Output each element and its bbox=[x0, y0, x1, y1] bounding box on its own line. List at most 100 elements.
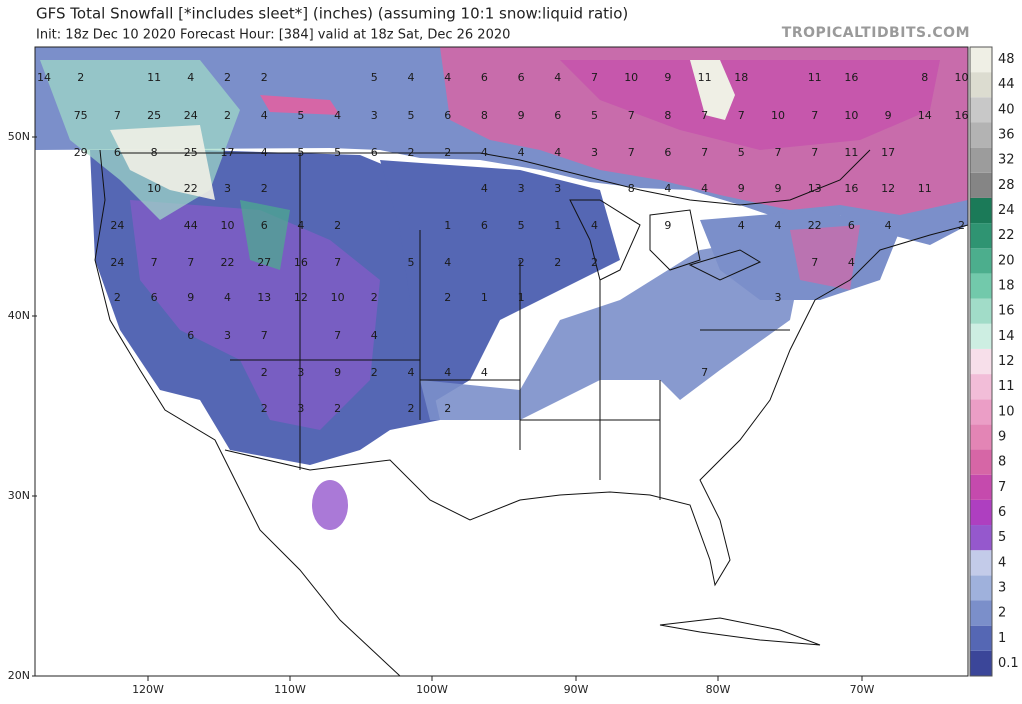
map-value-label: 2 bbox=[224, 109, 231, 122]
map-value-label: 22 bbox=[184, 182, 198, 195]
map-value-label: 18 bbox=[734, 71, 748, 84]
longitude-label: 120W bbox=[132, 683, 164, 696]
colorbar-label: 1 bbox=[998, 631, 1006, 646]
watermark: TROPICALTIDBITS.COM bbox=[782, 25, 970, 41]
map-value-label: 8 bbox=[921, 71, 928, 84]
longitude-label: 80W bbox=[706, 683, 731, 696]
map-value-label: 1 bbox=[518, 291, 525, 304]
map-value-label: 6 bbox=[444, 109, 451, 122]
map-value-label: 2 bbox=[444, 402, 451, 415]
longitude-label: 90W bbox=[564, 683, 589, 696]
map-value-label: 9 bbox=[187, 291, 194, 304]
map-value-label: 7 bbox=[811, 109, 818, 122]
colorbar-label: 5 bbox=[998, 530, 1006, 545]
coastlines bbox=[94, 149, 968, 676]
map-value-label: 13 bbox=[808, 182, 822, 195]
colorbar-cell bbox=[970, 499, 992, 526]
map-value-label: 4 bbox=[591, 219, 598, 232]
map-value-label: 9 bbox=[664, 219, 671, 232]
map-value-label: 2 bbox=[371, 366, 378, 379]
snow-region bbox=[560, 60, 940, 150]
colorbar-cell bbox=[970, 47, 992, 73]
map-value-label: 2 bbox=[114, 291, 121, 304]
colorbar-cell bbox=[970, 323, 992, 349]
colorbar-label: 48 bbox=[998, 52, 1015, 67]
map-value-label: 14 bbox=[37, 71, 51, 84]
map-value-label: 5 bbox=[297, 109, 304, 122]
colorbar-cell bbox=[970, 273, 992, 299]
map-value-label: 4 bbox=[554, 146, 561, 159]
colorbar-label: 12 bbox=[998, 354, 1015, 369]
map-value-label: 2 bbox=[334, 219, 341, 232]
map-value-label: 22 bbox=[808, 219, 822, 232]
map-value-label: 6 bbox=[261, 219, 268, 232]
longitude-label: 110W bbox=[274, 683, 306, 696]
map-frame bbox=[34, 46, 969, 677]
map-value-label: 16 bbox=[844, 182, 858, 195]
colorbar-label: 3 bbox=[998, 580, 1006, 595]
map-value-label: 7 bbox=[701, 109, 708, 122]
map-value-label: 24 bbox=[110, 219, 124, 232]
colorbar-label: 9 bbox=[998, 429, 1006, 444]
colorbar-label: 18 bbox=[998, 279, 1015, 294]
colorbar-label: 2 bbox=[998, 606, 1006, 621]
colorbar-cell bbox=[970, 399, 992, 425]
map-value-label: 6 bbox=[481, 219, 488, 232]
map-value-label: 7 bbox=[811, 146, 818, 159]
longitude-label: 70W bbox=[850, 683, 875, 696]
map-value-label: 10 bbox=[331, 291, 345, 304]
map-value-label: 4 bbox=[738, 219, 745, 232]
colorbar-cell bbox=[970, 298, 992, 324]
map-value-label: 12 bbox=[881, 182, 895, 195]
map-value-label: 6 bbox=[187, 329, 194, 342]
snow-region bbox=[110, 125, 215, 200]
longitude-label: 100W bbox=[416, 683, 448, 696]
map-subtitle: Init: 18z Dec 10 2020 Forecast Hour: [38… bbox=[36, 28, 510, 43]
map-value-label: 9 bbox=[664, 71, 671, 84]
map-value-label: 9 bbox=[334, 366, 341, 379]
map-value-label: 10 bbox=[147, 182, 161, 195]
map-value-label: 2 bbox=[224, 71, 231, 84]
map-value-label: 11 bbox=[147, 71, 161, 84]
map-value-label: 8 bbox=[151, 146, 158, 159]
colorbar-cell bbox=[970, 575, 992, 601]
map-value-label: 6 bbox=[114, 146, 121, 159]
map-value-label: 7 bbox=[775, 146, 782, 159]
map-value-label: 7 bbox=[334, 256, 341, 269]
map-value-label: 3 bbox=[371, 109, 378, 122]
map-value-label: 2 bbox=[554, 256, 561, 269]
map-value-label: 5 bbox=[334, 146, 341, 159]
map-value-label: 13 bbox=[257, 291, 271, 304]
colorbar-frame bbox=[969, 46, 993, 677]
map-value-label: 4 bbox=[408, 71, 415, 84]
map-value-label: 11 bbox=[844, 146, 858, 159]
map-value-label: 16 bbox=[844, 71, 858, 84]
map-value-label: 10 bbox=[771, 109, 785, 122]
map-value-label: 7 bbox=[811, 256, 818, 269]
map-value-label: 4 bbox=[444, 71, 451, 84]
colorbar-label: 4 bbox=[998, 555, 1006, 570]
snow-region bbox=[130, 200, 380, 430]
map-value-label: 17 bbox=[221, 146, 235, 159]
latitude-label: 30N bbox=[8, 489, 30, 502]
map-value-label: 4 bbox=[701, 182, 708, 195]
colorbar-cell bbox=[970, 223, 992, 249]
colorbar-label: 36 bbox=[998, 128, 1015, 143]
colorbar-label: 16 bbox=[998, 304, 1015, 319]
map-value-label: 6 bbox=[518, 71, 525, 84]
map-value-label: 11 bbox=[698, 71, 712, 84]
map-value-label: 12 bbox=[294, 291, 308, 304]
snow-region bbox=[420, 240, 800, 420]
map-value-label: 3 bbox=[554, 182, 561, 195]
map-value-label: 3 bbox=[591, 146, 598, 159]
map-value-label: 7 bbox=[591, 71, 598, 84]
map-value-label: 10 bbox=[955, 71, 969, 84]
map-value-label: 7 bbox=[701, 146, 708, 159]
map-value-label: 5 bbox=[371, 71, 378, 84]
colorbar-label: 22 bbox=[998, 228, 1015, 243]
map-value-label: 24 bbox=[110, 256, 124, 269]
map-value-label: 9 bbox=[775, 182, 782, 195]
map-value-label: 4 bbox=[297, 219, 304, 232]
map-value-label: 4 bbox=[334, 109, 341, 122]
